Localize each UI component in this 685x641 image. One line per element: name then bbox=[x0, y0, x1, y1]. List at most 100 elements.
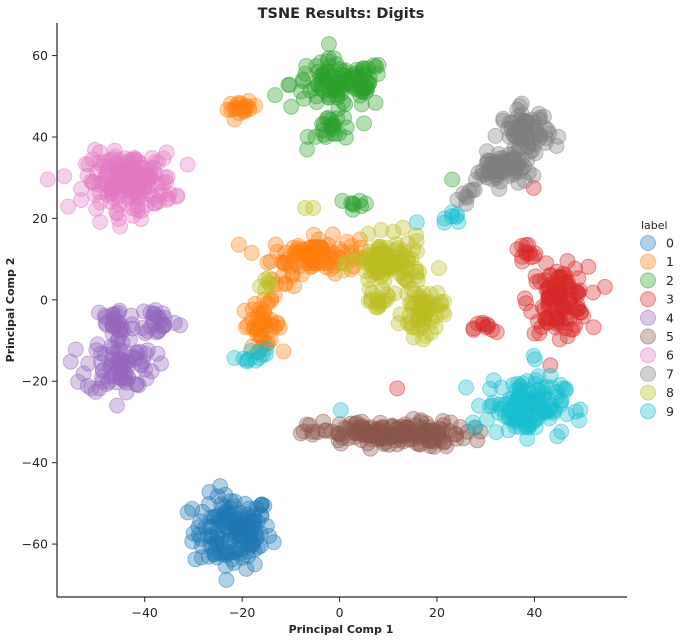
point-label-0 bbox=[213, 496, 230, 513]
point-label-0 bbox=[217, 558, 234, 574]
point-label-3 bbox=[525, 179, 542, 196]
point-label-2 bbox=[367, 94, 384, 111]
point-label-1 bbox=[256, 303, 273, 320]
point-label-4 bbox=[105, 316, 122, 333]
point-label-2 bbox=[351, 79, 368, 95]
point-label-3 bbox=[518, 237, 535, 254]
legend-item-9: 9 bbox=[640, 403, 674, 420]
point-label-0 bbox=[184, 533, 201, 550]
point-label-0 bbox=[246, 507, 263, 524]
point-label-1 bbox=[312, 238, 329, 255]
point-label-9 bbox=[408, 214, 425, 231]
point-label-2 bbox=[317, 69, 334, 86]
point-label-1 bbox=[249, 320, 266, 337]
y-tick-label: −40 bbox=[22, 455, 48, 470]
point-label-0 bbox=[242, 528, 259, 545]
point-label-0 bbox=[234, 549, 251, 566]
point-label-3 bbox=[552, 268, 569, 285]
point-label-1 bbox=[264, 271, 281, 288]
point-label-0 bbox=[253, 496, 270, 513]
point-label-3 bbox=[542, 289, 559, 306]
point-label-2 bbox=[332, 74, 349, 91]
point-label-3 bbox=[546, 275, 563, 292]
legend-item-2: 2 bbox=[640, 272, 674, 289]
point-label-0 bbox=[216, 517, 233, 534]
point-label-1 bbox=[343, 244, 360, 261]
point-label-1 bbox=[245, 321, 262, 337]
point-label-3 bbox=[518, 295, 535, 312]
point-label-2 bbox=[331, 125, 347, 142]
point-label-3 bbox=[571, 282, 588, 299]
point-label-2 bbox=[326, 76, 343, 93]
point-label-2 bbox=[359, 82, 375, 99]
point-label-0 bbox=[253, 496, 270, 513]
point-label-3 bbox=[540, 295, 557, 312]
point-label-1 bbox=[244, 301, 261, 318]
point-label-3 bbox=[517, 243, 534, 260]
point-label-0 bbox=[236, 512, 253, 528]
point-label-1 bbox=[305, 239, 322, 256]
point-label-3 bbox=[538, 255, 555, 272]
point-label-0 bbox=[222, 493, 239, 510]
point-label-1 bbox=[304, 258, 321, 275]
legend-label: 1 bbox=[666, 254, 674, 269]
point-label-8 bbox=[360, 225, 377, 242]
point-label-6 bbox=[147, 153, 164, 170]
point-label-1 bbox=[244, 338, 261, 355]
point-label-7 bbox=[506, 140, 523, 157]
point-label-0 bbox=[252, 525, 269, 542]
point-label-2 bbox=[308, 58, 325, 75]
point-label-0 bbox=[236, 525, 253, 541]
point-label-3 bbox=[557, 273, 574, 290]
point-label-3 bbox=[561, 292, 578, 309]
point-label-1 bbox=[310, 241, 327, 258]
point-label-4 bbox=[93, 369, 110, 386]
legend-item-3: 3 bbox=[640, 291, 674, 308]
point-label-1 bbox=[243, 244, 260, 261]
point-label-9 bbox=[332, 402, 349, 419]
point-label-2 bbox=[339, 74, 356, 91]
point-label-1 bbox=[290, 240, 307, 257]
point-label-0 bbox=[230, 514, 247, 531]
point-label-2 bbox=[342, 70, 359, 87]
point-label-3 bbox=[527, 245, 544, 262]
legend-label: 6 bbox=[666, 348, 674, 363]
point-label-1 bbox=[266, 287, 283, 304]
point-label-1 bbox=[293, 266, 310, 283]
point-label-3 bbox=[567, 317, 584, 334]
point-label-1 bbox=[356, 250, 373, 267]
point-label-3 bbox=[547, 283, 564, 300]
point-label-0 bbox=[216, 498, 233, 515]
point-label-3 bbox=[555, 298, 572, 315]
point-label-0 bbox=[253, 497, 269, 513]
point-label-2 bbox=[320, 50, 337, 67]
point-label-9 bbox=[536, 385, 553, 402]
point-label-1 bbox=[324, 254, 341, 271]
point-label-3 bbox=[555, 269, 572, 286]
point-label-1 bbox=[262, 311, 279, 328]
point-label-7 bbox=[466, 182, 483, 198]
point-label-0 bbox=[200, 496, 217, 513]
point-label-0 bbox=[244, 536, 261, 553]
point-label-2 bbox=[323, 81, 339, 98]
point-label-2 bbox=[320, 89, 337, 106]
point-label-3 bbox=[563, 299, 580, 316]
point-label-1 bbox=[345, 258, 362, 275]
point-label-4 bbox=[142, 304, 159, 321]
point-label-3 bbox=[554, 296, 571, 313]
point-label-8 bbox=[411, 312, 428, 329]
point-label-1 bbox=[239, 98, 256, 115]
point-label-3 bbox=[537, 311, 553, 328]
point-label-1 bbox=[318, 259, 335, 276]
point-label-3 bbox=[465, 320, 482, 337]
point-label-2 bbox=[335, 94, 352, 111]
point-label-1 bbox=[286, 245, 303, 262]
legend-label: 0 bbox=[666, 236, 674, 251]
point-label-0 bbox=[249, 513, 266, 530]
point-label-1 bbox=[235, 99, 252, 116]
point-label-1 bbox=[236, 302, 253, 319]
point-label-5 bbox=[422, 433, 439, 450]
point-label-1 bbox=[318, 254, 335, 271]
point-label-6 bbox=[179, 156, 196, 173]
legend-marker bbox=[640, 384, 656, 401]
